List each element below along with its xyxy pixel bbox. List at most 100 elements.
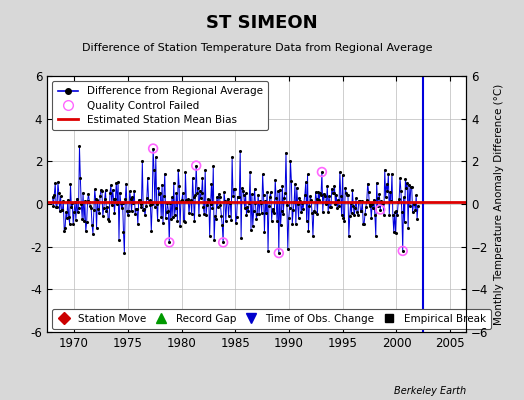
Point bbox=[355, 198, 364, 204]
Point bbox=[344, 192, 352, 198]
Point bbox=[369, 205, 377, 211]
Point bbox=[280, 195, 288, 201]
Point bbox=[246, 169, 254, 175]
Point bbox=[310, 208, 318, 214]
Point bbox=[59, 198, 68, 204]
Point bbox=[361, 211, 369, 217]
Point bbox=[67, 180, 75, 187]
Point bbox=[278, 183, 287, 190]
Point bbox=[83, 198, 92, 204]
Point bbox=[203, 202, 211, 208]
Point bbox=[308, 210, 316, 216]
Point bbox=[328, 186, 336, 192]
Point bbox=[320, 190, 328, 197]
Point bbox=[195, 212, 203, 218]
Point bbox=[291, 181, 299, 187]
Point bbox=[345, 213, 354, 220]
Point bbox=[138, 158, 147, 164]
Point bbox=[149, 145, 157, 152]
Point bbox=[290, 199, 298, 205]
Point bbox=[406, 202, 414, 209]
Point bbox=[269, 207, 278, 214]
Point bbox=[151, 154, 160, 160]
Point bbox=[347, 210, 356, 216]
Point bbox=[285, 215, 293, 222]
Point bbox=[267, 189, 275, 195]
Point bbox=[292, 185, 301, 191]
Point bbox=[190, 217, 199, 224]
Point bbox=[380, 167, 389, 173]
Point bbox=[221, 198, 229, 204]
Point bbox=[388, 170, 396, 177]
Point bbox=[390, 209, 399, 216]
Point bbox=[293, 201, 302, 207]
Point bbox=[392, 208, 401, 214]
Point bbox=[145, 197, 154, 204]
Point bbox=[309, 233, 317, 239]
Point bbox=[283, 246, 292, 252]
Point bbox=[108, 187, 117, 193]
Point bbox=[84, 190, 93, 197]
Point bbox=[158, 181, 166, 188]
Point bbox=[286, 204, 294, 211]
Point bbox=[155, 190, 163, 197]
Point bbox=[248, 223, 257, 230]
Point bbox=[226, 200, 235, 206]
Point bbox=[111, 196, 119, 202]
Point bbox=[52, 204, 60, 210]
Point bbox=[116, 200, 125, 206]
Point bbox=[336, 169, 344, 175]
Point bbox=[154, 185, 162, 191]
Point bbox=[302, 218, 311, 224]
Point bbox=[161, 214, 170, 221]
Point bbox=[414, 203, 422, 209]
Point bbox=[272, 195, 280, 202]
Point bbox=[223, 196, 232, 202]
Point bbox=[192, 162, 200, 169]
Point bbox=[228, 154, 236, 160]
Point bbox=[54, 179, 62, 185]
Point bbox=[374, 195, 383, 202]
Point bbox=[149, 145, 157, 152]
Point bbox=[129, 200, 137, 206]
Point bbox=[260, 229, 269, 235]
Point bbox=[249, 207, 258, 214]
Point bbox=[238, 185, 246, 192]
Point bbox=[343, 192, 351, 198]
Point bbox=[116, 190, 124, 196]
Point bbox=[399, 248, 407, 254]
Point bbox=[168, 194, 176, 201]
Point bbox=[92, 196, 100, 202]
Point bbox=[399, 194, 408, 200]
Point bbox=[114, 179, 122, 186]
Point bbox=[216, 202, 225, 208]
Point bbox=[49, 203, 58, 209]
Point bbox=[307, 197, 315, 203]
Point bbox=[215, 194, 224, 201]
Point bbox=[96, 192, 104, 199]
Point bbox=[157, 214, 166, 220]
Point bbox=[340, 218, 348, 224]
Point bbox=[120, 250, 128, 256]
Point bbox=[304, 228, 313, 234]
Point bbox=[176, 223, 184, 230]
Point bbox=[61, 225, 69, 231]
Point bbox=[326, 204, 334, 210]
Point bbox=[270, 210, 279, 216]
Point bbox=[78, 216, 86, 222]
Point bbox=[356, 208, 365, 214]
Point bbox=[362, 204, 370, 210]
Point bbox=[127, 208, 136, 214]
Point bbox=[167, 216, 175, 222]
Point bbox=[335, 203, 343, 209]
Point bbox=[402, 184, 410, 191]
Point bbox=[227, 217, 235, 223]
Point bbox=[337, 212, 346, 218]
Point bbox=[333, 205, 341, 212]
Point bbox=[172, 190, 181, 196]
Point bbox=[295, 194, 303, 201]
Point bbox=[159, 220, 167, 227]
Point bbox=[126, 188, 134, 194]
Point bbox=[82, 228, 90, 234]
Point bbox=[243, 204, 252, 210]
